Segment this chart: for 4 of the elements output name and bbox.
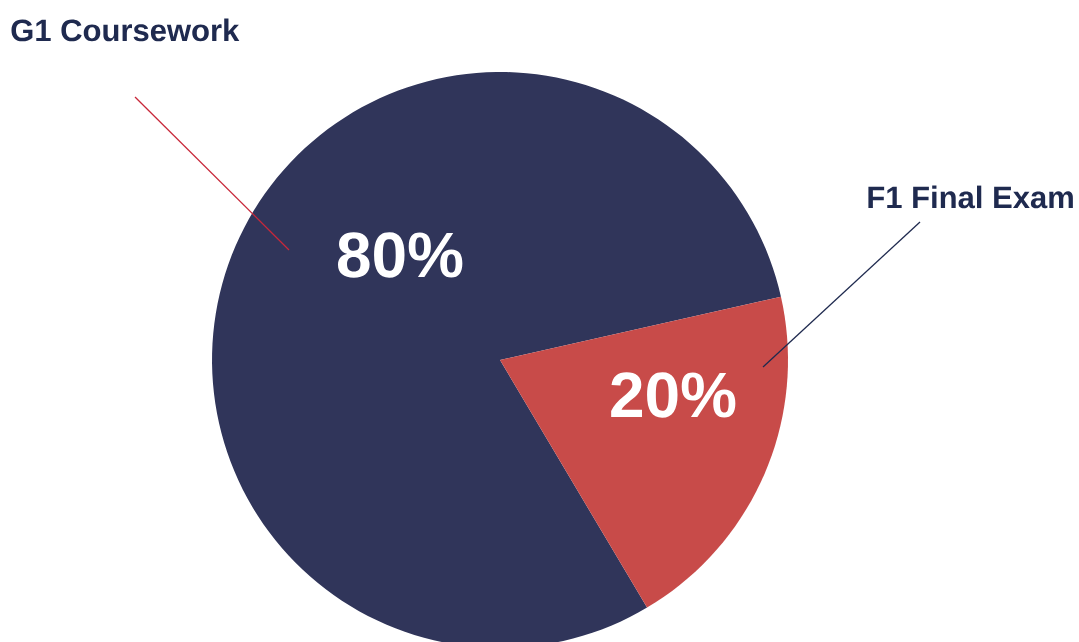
data-label: 20% <box>611 372 736 418</box>
slice-label: G1 Coursework <box>11 18 240 42</box>
slice-label: F1 Final Exam <box>868 185 1073 209</box>
data-label: 80% <box>338 232 463 278</box>
